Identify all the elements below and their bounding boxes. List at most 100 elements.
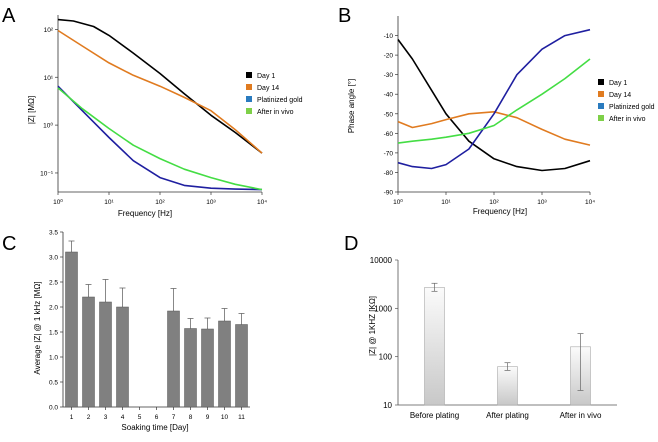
c-x-tick-label: 2 <box>87 414 91 421</box>
b-series-platinized-gold <box>397 28 591 170</box>
legend-a-swatch-invivo <box>246 108 252 114</box>
c-bar <box>82 296 95 408</box>
d-y-tick-label: 100 <box>379 353 393 362</box>
a-y-tick-label: 10⁻¹ <box>40 170 54 177</box>
a-series-after-in-vivo <box>57 87 263 191</box>
c-bar <box>99 301 112 408</box>
c-x-tick-label: 11 <box>238 414 245 421</box>
c-bar <box>167 310 180 408</box>
c-bar <box>201 328 214 408</box>
d-x-tick-label: After plating <box>486 411 529 420</box>
legend-a-swatch-day14 <box>246 84 252 90</box>
c-bar <box>116 306 129 408</box>
c-bar <box>184 328 197 408</box>
b-series-after-in-vivo <box>397 58 591 144</box>
legend-b-label-invivo: After in vivo <box>609 116 646 123</box>
b-y-tick-label: -10 <box>384 33 394 40</box>
a-y-tick-label: 10¹ <box>44 75 54 82</box>
d-y-tick-label: 10000 <box>370 256 393 265</box>
a-y-tick-label: 10² <box>44 27 54 34</box>
b-y-tick-label: -20 <box>384 53 394 60</box>
d-y-tick-label: 10 <box>383 401 392 410</box>
legend-a-swatch-day1 <box>246 72 252 78</box>
b-x-tick-label: 10² <box>489 199 499 206</box>
legend-a-swatch-platinized <box>246 96 252 102</box>
b-x-tick-label: 10⁰ <box>393 198 403 206</box>
panel-label-c: C <box>2 233 16 255</box>
legend-b-label-day1: Day 1 <box>609 80 627 87</box>
b-y-tick-label: -50 <box>384 111 394 118</box>
a-x-tick-label: 10² <box>155 199 165 206</box>
c-y-tick-label: 3.0 <box>49 255 58 262</box>
b-x-tick-label: 10⁴ <box>585 199 595 206</box>
legend-b-label-platinized: Platinized gold <box>609 104 655 111</box>
a-ylabel: |Z| [MΩ] <box>27 96 36 124</box>
c-y-tick-label: 1.0 <box>49 355 58 362</box>
b-y-tick-label: -40 <box>384 92 394 99</box>
c-x-tick-label: 6 <box>155 414 159 421</box>
a-series-day-1 <box>57 18 263 154</box>
d-bar <box>424 287 445 406</box>
c-y-tick-label: 1.5 <box>49 330 58 337</box>
a-y-tick-label: 10⁰ <box>43 122 53 130</box>
legend-b-swatch-day14 <box>598 91 604 97</box>
a-series-day-14 <box>57 29 263 154</box>
c-x-tick-label: 5 <box>138 414 142 421</box>
a-series-platinized-gold <box>57 85 263 191</box>
a-x-tick-label: 10³ <box>206 199 216 206</box>
c-y-tick-label: 2.5 <box>49 280 58 287</box>
c-x-tick-label: 3 <box>104 414 108 421</box>
b-xlabel: Frequency [Hz] <box>473 207 527 216</box>
c-xlabel: Soaking time [Day] <box>121 423 188 432</box>
legend-b-swatch-day1 <box>598 79 604 85</box>
legend-a-label-day1: Day 1 <box>257 73 275 80</box>
c-bar <box>218 320 231 408</box>
c-x-tick-label: 9 <box>206 414 210 421</box>
a-x-tick-label: 10¹ <box>104 199 114 206</box>
legend-b-swatch-platinized <box>598 103 604 109</box>
legend-b-label-day14: Day 14 <box>609 92 631 99</box>
panel-label-d: D <box>344 233 358 255</box>
legend-a-label-invivo: After in vivo <box>257 109 294 116</box>
d-bar <box>497 366 518 406</box>
d-x-tick-label: Before plating <box>410 411 459 420</box>
a-x-tick-label: 10⁰ <box>53 198 63 206</box>
c-y-tick-label: 0.5 <box>49 380 58 387</box>
c-bar <box>65 251 78 408</box>
b-series-day-1 <box>397 39 591 172</box>
legend-b: Day 1 Day 14 Platinized gold After in vi… <box>598 79 655 123</box>
b-y-tick-label: -70 <box>384 150 394 157</box>
c-y-tick-label: 2.0 <box>49 305 58 312</box>
a-xlabel: Frequency [Hz] <box>118 209 172 218</box>
b-y-tick-label: -30 <box>384 72 394 79</box>
legend-b-swatch-invivo <box>598 115 604 121</box>
c-x-tick-label: 4 <box>121 414 125 421</box>
d-y-tick-label: 1000 <box>374 304 392 313</box>
b-x-tick-label: 10¹ <box>441 199 451 206</box>
plots: 10⁰ 10¹ 10² 10³ 10⁴ 10⁻¹ 10⁰ 10¹ 10² 10⁰ 10¹ 10² 10³… <box>40 15 617 421</box>
c-ylabel: Average |Z| @ 1 kHz [MΩ] <box>33 281 42 374</box>
b-y-tick-label: -90 <box>384 190 394 197</box>
legend-a: Day 1 Day 14 Platinized gold After in vi… <box>246 72 303 116</box>
b-x-tick-label: 10³ <box>537 199 547 206</box>
c-bar <box>235 324 248 408</box>
c-x-tick-label: 10 <box>221 414 229 421</box>
d-x-tick-label: After in vivo <box>560 411 602 420</box>
b-y-tick-label: -60 <box>384 131 394 138</box>
panel-label-a: A <box>2 5 16 27</box>
b-ylabel: Phase angle [°] <box>347 79 356 133</box>
legend-a-label-platinized: Platinized gold <box>257 97 303 104</box>
legend-a-label-day14: Day 14 <box>257 85 279 92</box>
c-y-tick-label: 0.0 <box>49 405 58 412</box>
d-ylabel: |Z| @ 1KHZ [KΩ] <box>368 296 377 356</box>
panel-label-b: B <box>338 5 351 27</box>
a-x-tick-label: 10⁴ <box>257 199 267 206</box>
b-series-day-14 <box>397 111 591 146</box>
c-y-tick-label: 3.5 <box>49 230 58 237</box>
c-x-tick-label: 7 <box>172 414 176 421</box>
c-x-tick-label: 8 <box>189 414 193 421</box>
b-y-tick-label: -80 <box>384 170 394 177</box>
c-x-tick-label: 1 <box>70 414 74 421</box>
